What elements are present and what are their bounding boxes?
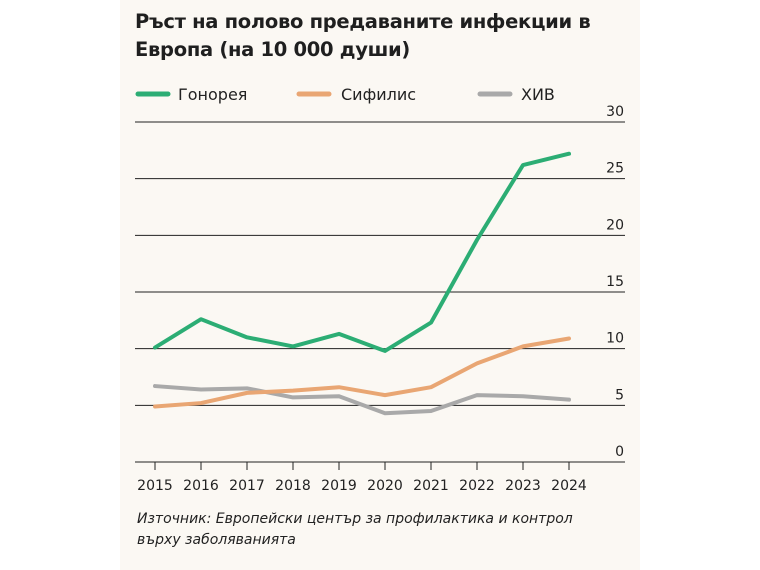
chart-title: Ръст на полово предаваните инфекции в Ев…: [135, 10, 591, 61]
x-axis-ticks: 2015 2016 2017 2018 2019 2020 2021 2022 2023 2024: [137, 462, 587, 494]
legend: Гонорея Сифилис ХИВ: [135, 85, 555, 104]
gridlines: [135, 121, 625, 463]
y-tick-label: 10: [606, 331, 624, 347]
y-tick-label: 25: [606, 161, 624, 177]
legend-label-syphilis: Сифилис: [341, 85, 416, 104]
x-tick-label: 2019: [321, 478, 357, 494]
x-tick-label: 2023: [505, 478, 541, 494]
y-tick-label: 15: [606, 274, 624, 290]
series-line-hiv: [153, 384, 571, 416]
y-tick-label: 30: [606, 104, 624, 120]
legend-label-gonorrhea: Гонорея: [178, 85, 247, 104]
series-line-syphilis: [153, 336, 571, 409]
source-note: Източник: Европейски център за профилакт…: [137, 511, 573, 548]
x-tick-label: 2024: [551, 478, 587, 494]
x-tick-label: 2018: [275, 478, 311, 494]
y-tick-label: 20: [606, 217, 624, 233]
y-tick-label: 0: [615, 444, 624, 460]
x-tick-label: 2022: [459, 478, 495, 494]
x-tick-label: 2021: [413, 478, 449, 494]
chart-panel: [120, 0, 640, 570]
x-tick-label: 2017: [229, 478, 265, 494]
y-axis-ticks: 0 5 10 15 20 25 30: [606, 104, 624, 460]
y-tick-label: 5: [615, 387, 624, 403]
x-tick-label: 2020: [367, 478, 403, 494]
series-line-gonorrhea: [153, 151, 571, 353]
legend-label-hiv: ХИВ: [521, 85, 555, 104]
x-tick-label: 2015: [137, 478, 173, 494]
series-lines: [153, 151, 571, 416]
x-tick-label: 2016: [183, 478, 219, 494]
